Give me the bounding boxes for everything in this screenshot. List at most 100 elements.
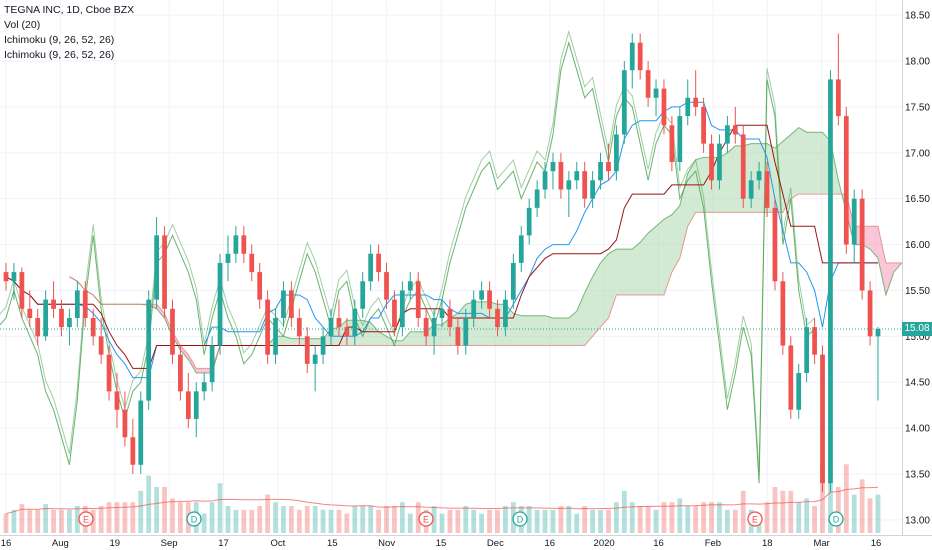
- cloud-segment: [608, 249, 617, 318]
- candle: [90, 308, 96, 346]
- volume-bar: [376, 509, 381, 533]
- volume-bar: [304, 506, 310, 533]
- event-marker[interactable]: E: [747, 511, 763, 527]
- candle: [471, 290, 477, 328]
- candle: [43, 290, 49, 341]
- volume-bar: [257, 506, 263, 533]
- candle: [193, 382, 199, 438]
- candle: [772, 198, 778, 291]
- candle-body: [495, 308, 500, 328]
- volume-bar: [336, 509, 342, 533]
- candle: [796, 363, 802, 419]
- candle: [106, 345, 112, 401]
- candle: [59, 299, 64, 337]
- volume-bar: [772, 487, 778, 533]
- candle-body: [598, 161, 603, 181]
- event-marker-label: D: [517, 515, 524, 525]
- volume-bar: [130, 502, 136, 533]
- cloud-segment: [196, 368, 205, 374]
- cloud-segment: [291, 338, 300, 346]
- candle: [431, 308, 437, 355]
- ichimoku-indicator-label-2: Ichimoku (9, 26, 52, 26): [4, 49, 115, 61]
- event-marker[interactable]: D: [186, 511, 202, 527]
- candle: [336, 299, 342, 337]
- candle: [3, 262, 9, 291]
- candle: [447, 299, 453, 337]
- price-axis[interactable]: 13.00 13.50 14.00 14.50 15.00 15.50 16.00 16.50…: [902, 0, 932, 550]
- cloud-segment: [782, 134, 791, 213]
- volume-bar: [43, 504, 49, 533]
- event-marker[interactable]: E: [418, 511, 434, 527]
- cloud-segment: [656, 219, 664, 296]
- event-marker-circle: [186, 511, 202, 527]
- time-tick-label: 16: [544, 538, 555, 549]
- cloud-segment: [616, 249, 625, 296]
- price-tick-label: 13.50: [905, 469, 930, 480]
- price-tick-label: 13.00: [905, 515, 930, 526]
- volume-bar: [241, 509, 247, 533]
- volume-bar: [851, 494, 857, 533]
- price-tick-label: 17.00: [905, 148, 930, 159]
- candlesticks: [3, 33, 881, 493]
- price-tick-label: 14.00: [905, 424, 930, 435]
- candle: [812, 317, 817, 364]
- candle: [645, 61, 651, 107]
- candle: [178, 345, 183, 401]
- candle: [439, 299, 445, 328]
- volume-bar: [27, 509, 33, 533]
- volume-bar: [3, 513, 9, 533]
- event-marker[interactable]: D: [828, 511, 844, 527]
- candle: [352, 299, 358, 346]
- candle-body: [709, 143, 714, 181]
- candle-body: [455, 327, 461, 346]
- candle-body: [471, 299, 477, 318]
- candle: [566, 171, 572, 218]
- candle: [503, 290, 508, 337]
- candle: [185, 373, 191, 429]
- volume-bar: [566, 506, 572, 533]
- volume-bar: [471, 509, 477, 533]
- volume-bar: [344, 513, 350, 533]
- event-marker[interactable]: E: [78, 511, 94, 527]
- candle-body: [558, 161, 564, 190]
- time-tick-label: 15: [327, 538, 338, 549]
- candle-body: [51, 299, 56, 309]
- candle: [82, 281, 88, 328]
- candle: [209, 336, 215, 392]
- candle-body: [717, 143, 722, 181]
- volume-bar: [415, 502, 421, 533]
- candle: [717, 134, 722, 190]
- candle-body: [637, 42, 643, 71]
- volume-bar: [812, 506, 817, 533]
- candle-body: [241, 235, 247, 254]
- candle: [74, 281, 80, 328]
- candle-body: [463, 317, 469, 346]
- event-marker[interactable]: D: [512, 511, 528, 527]
- volume-ma-line: [5, 486, 879, 515]
- price-tick-label: 14.50: [905, 378, 930, 389]
- volume-bar: [709, 502, 714, 533]
- volume-bar: [637, 506, 643, 533]
- candle: [27, 290, 33, 328]
- candle-body: [336, 317, 342, 328]
- volume-bar: [645, 506, 651, 533]
- time-axis[interactable]: 16 Aug 19 Sep 17 Oct 15 Nov 15 Dec 16 2020 16 Feb 18 Ma…: [0, 535, 932, 550]
- volume-bar: [843, 464, 849, 533]
- candle-body: [677, 116, 683, 162]
- candle: [241, 226, 247, 263]
- volume-bar: [542, 509, 548, 533]
- cloud-segment: [560, 317, 569, 346]
- cloud-segment: [481, 301, 490, 346]
- time-tick-label: 15: [436, 538, 447, 549]
- volume-bar: [550, 509, 556, 533]
- event-marker-label: E: [423, 515, 429, 525]
- event-marker-circle: [828, 511, 844, 527]
- cloud-segment: [671, 205, 680, 273]
- candle: [606, 143, 611, 181]
- candle-body: [693, 97, 699, 107]
- volume-bar: [740, 490, 746, 533]
- candle: [875, 327, 881, 401]
- event-marker-label: E: [83, 515, 89, 525]
